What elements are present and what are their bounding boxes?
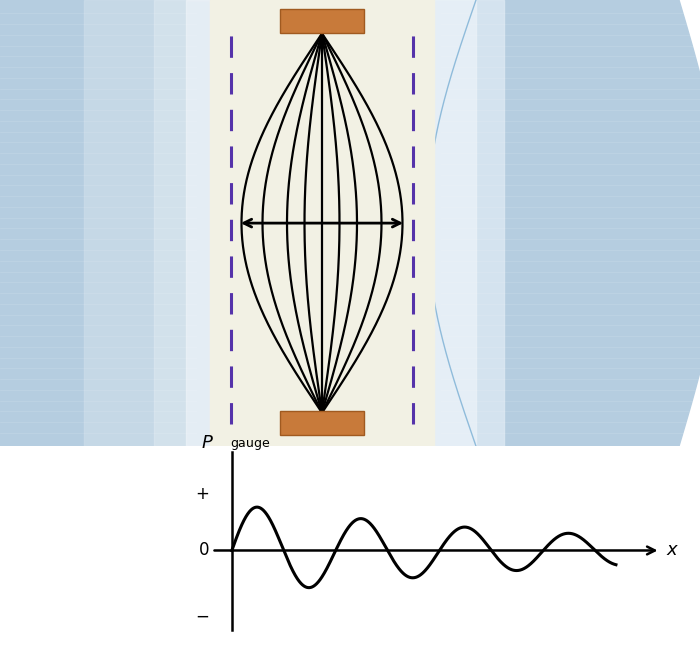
Polygon shape — [434, 0, 504, 446]
Text: $x$: $x$ — [666, 541, 680, 559]
Bar — [280, 410, 364, 435]
Polygon shape — [186, 0, 210, 446]
Text: $P$: $P$ — [201, 434, 214, 452]
Polygon shape — [0, 0, 210, 446]
Text: $-$: $-$ — [195, 607, 209, 625]
Text: $\mathrm{gauge}$: $\mathrm{gauge}$ — [230, 438, 270, 452]
Polygon shape — [434, 0, 700, 446]
Text: 0: 0 — [199, 541, 209, 559]
Polygon shape — [84, 0, 210, 446]
Text: +: + — [196, 486, 209, 503]
Polygon shape — [434, 0, 476, 446]
Bar — [210, 0, 434, 446]
Polygon shape — [154, 0, 210, 446]
Bar — [280, 9, 364, 33]
